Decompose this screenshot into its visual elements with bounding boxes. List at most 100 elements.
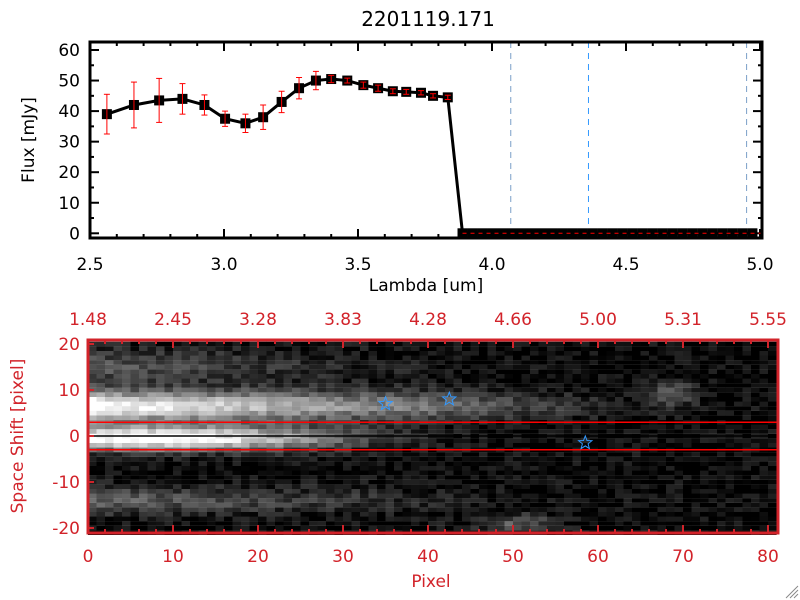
heatmap-cell [351,456,361,462]
heatmap-cell [572,415,582,420]
heatmap-cell [598,406,607,411]
heatmap-cell [317,456,327,462]
heatmap-cell [317,373,327,379]
heatmap-cell [326,452,335,457]
heatmap-cell [445,456,454,462]
heatmap-cell [572,521,582,526]
heatmap-cell [249,438,259,443]
heatmap-cell [113,346,123,351]
heatmap-cell [513,493,522,499]
heatmap-cell [632,475,641,480]
heatmap-cell [734,346,743,351]
heatmap-cell [394,498,403,503]
heatmap-cell [351,346,361,351]
heatmap-cell [530,401,539,407]
heatmap-cell [717,507,726,512]
heatmap-cell [453,452,463,457]
heatmap-cell [164,383,174,388]
heatmap-cell [368,452,378,457]
heatmap-cell [105,507,114,512]
heatmap-cell [555,424,565,430]
heatmap-cell [385,369,395,374]
heatmap-cell [377,511,386,517]
heatmap-cell [632,465,641,471]
heatmap-cell [360,484,369,489]
heatmap-cell [453,341,463,347]
heatmap-cell [402,461,412,466]
heatmap-cell [105,346,114,351]
heatmap-cell [96,438,106,443]
heatmap-cell [351,415,361,420]
heatmap-cell [606,498,616,503]
heatmap-cell [742,479,752,485]
heatmap-cell [538,383,548,388]
heatmap-cell [300,479,310,485]
resize-grip-icon[interactable] [785,585,799,599]
heatmap-cell [241,488,250,494]
heatmap-cell [385,373,395,379]
heatmap-cell [674,378,684,384]
heatmap-cell [538,373,548,379]
heatmap-cell [564,479,573,485]
heatmap-cell [402,392,412,397]
heatmap-cell [538,452,548,457]
heatmap-cell [283,387,293,393]
heatmap-cell [606,424,616,430]
heatmap-cell [241,507,250,512]
heatmap-cell [351,498,361,503]
heatmap-cell [589,373,599,379]
heatmap-cell [598,424,607,430]
heatmap-cell [326,350,335,356]
heatmap-cell [462,355,471,361]
heatmap-cell [768,475,777,480]
heatmap-cell [462,438,471,443]
heatmap-cell [462,470,471,476]
heatmap-cell [377,360,386,365]
heatmap-cell [717,424,726,430]
heatmap-cell [555,373,565,379]
heatmap-cell [453,438,463,443]
heatmap-cell [377,452,386,457]
heatmap-cell [445,498,454,503]
heatmap-cell [377,410,386,416]
data-point [687,228,698,239]
heatmap-cell [530,341,539,347]
heatmap-cell [462,461,471,466]
heatmap-cell [521,392,531,397]
heatmap-cell [428,493,437,499]
heatmap-cell [139,364,148,370]
heatmap-cell [751,502,760,508]
heatmap-cell [394,341,403,347]
heatmap-cell [113,387,123,393]
heatmap-cell [360,350,369,356]
heatmap-cell [708,378,718,384]
heatmap-cell [343,406,352,411]
heatmap-cell [717,456,726,462]
heatmap-cell [632,498,641,503]
heatmap-cell [487,383,497,388]
heatmap-cell [232,465,242,471]
heatmap-cell [666,378,675,384]
heatmap-cell [555,493,565,499]
heatmap-cell [309,488,318,494]
heatmap-cell [215,424,225,430]
heatmap-cell [147,360,157,365]
heatmap-cell [538,465,548,471]
heatmap-cell [190,488,199,494]
heatmap-cell [725,488,735,494]
heatmap-cell [215,475,225,480]
heatmap-cell [326,525,335,531]
heatmap-cell [122,369,131,374]
heatmap-cell [275,493,284,499]
heatmap-cell [623,373,633,379]
heatmap-cell [360,396,369,402]
heatmap-cell [606,369,616,374]
heatmap-cell [606,507,616,512]
heatmap-cell [428,438,437,443]
heatmap-cell [521,341,531,347]
heatmap-cell [266,350,276,356]
heatmap-cell [309,442,318,448]
heatmap-cell [674,516,684,522]
heatmap-cell [190,438,199,443]
heatmap-cell [164,475,174,480]
